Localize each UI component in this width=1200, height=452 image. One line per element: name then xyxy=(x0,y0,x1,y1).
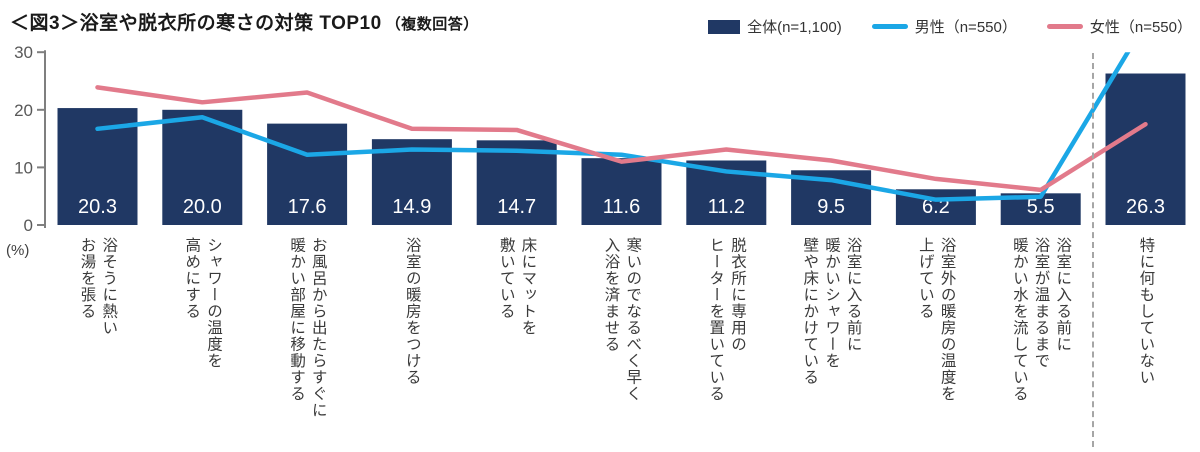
category-labels: 浴そうに熱い お湯を張る シャワーの温度を 高めにする お風呂から出たらすぐに 暖か… xyxy=(0,237,1200,452)
category-label: 浴室に入る前に 浴室が温まるまで 暖かい水を流している xyxy=(1010,237,1072,402)
category-label: シャワーの温度を 高めにする xyxy=(183,237,222,369)
bar xyxy=(476,140,557,225)
bar xyxy=(371,139,452,225)
category-label: 浴そうに熱い お湯を張る xyxy=(78,237,118,336)
category-label: 脱衣所に専用の ヒーターを置いている xyxy=(707,237,746,402)
bar xyxy=(581,158,662,225)
bar xyxy=(267,123,348,225)
category-label: 特に何もしていない xyxy=(1137,237,1155,386)
legend-item-label: 全体(n=1,100) xyxy=(747,19,842,36)
y-axis-tick-label: 20 xyxy=(14,101,33,120)
chart-title-main: ＜図3＞浴室や脱衣所の寒さの対策 TOP10 xyxy=(10,13,382,34)
bar-value-label: 17.6 xyxy=(288,196,327,218)
category-label: 浴室の暖房をつける xyxy=(403,237,421,386)
legend-item-label: 男性（n=550） xyxy=(914,19,1017,36)
category-label: お風呂から出たらすぐに 暖かい部屋に移動する xyxy=(288,237,327,419)
legend-item-2: 女性（n=550） xyxy=(1046,16,1192,37)
category-separator-dashed-line xyxy=(1092,53,1094,447)
line-series-0 xyxy=(95,52,1131,202)
bar-value-label: 5.5 xyxy=(1027,196,1055,218)
chart-title-suffix: （複数回答） xyxy=(385,16,479,33)
legend: 全体(n=1,100) 男性（n=550） 女性（n=550） xyxy=(708,16,1192,37)
category-label: 床にマットを 敷いている xyxy=(497,237,537,336)
category-label: 浴室に入る前に 暖かいシャワーを 壁や床にかけている xyxy=(801,237,862,386)
category-label: 浴室外の暖房の温度を 上げている xyxy=(916,237,956,402)
bar xyxy=(1105,73,1186,226)
bar-value-label: 14.7 xyxy=(497,196,536,218)
bar-value-label: 9.5 xyxy=(817,196,845,218)
chart-title: ＜図3＞浴室や脱衣所の寒さの対策 TOP10 （複数回答） xyxy=(10,8,479,35)
bar-value-label: 14.9 xyxy=(392,196,431,218)
legend-item-1: 男性（n=550） xyxy=(871,16,1017,37)
y-axis-tick-label: 10 xyxy=(14,158,33,177)
bar-value-label: 26.3 xyxy=(1126,196,1165,218)
y-axis-unit-label: (%) xyxy=(6,242,30,259)
bar-value-label: 20.3 xyxy=(78,196,117,218)
legend-line-swatch xyxy=(1046,24,1083,29)
y-axis-tick-label: 30 xyxy=(14,43,33,62)
bar-value-label: 11.6 xyxy=(603,196,640,218)
legend-bar-swatch xyxy=(708,19,741,34)
line-series-1 xyxy=(95,85,1148,193)
legend-item-label: 女性（n=550） xyxy=(1089,19,1192,36)
bar-value-label: 20.0 xyxy=(183,196,222,218)
legend-line-swatch xyxy=(871,24,908,29)
y-axis-tick-label: 0 xyxy=(24,216,33,235)
bar-value-label: 11.2 xyxy=(708,196,745,218)
category-label: 寒いのでなるべく早く 入浴を済ませる xyxy=(602,237,642,402)
legend-item-0: 全体(n=1,100) xyxy=(708,16,842,37)
